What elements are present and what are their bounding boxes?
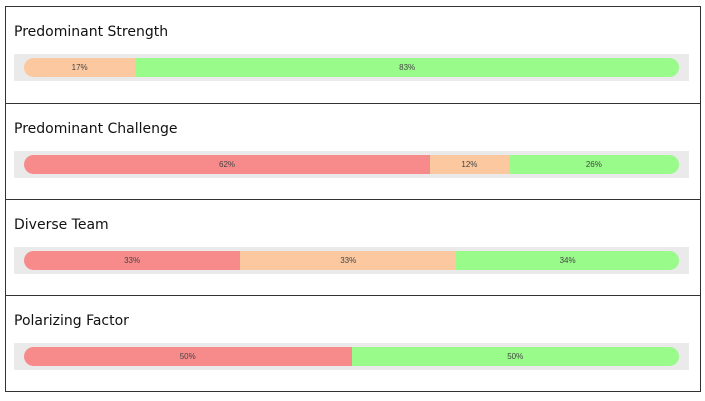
bar-segment: 34%	[456, 251, 679, 270]
bar-segment: 62%	[24, 155, 431, 174]
bar-segment: 50%	[24, 347, 352, 366]
stacked-bar: 62% 12% 26%	[24, 155, 679, 174]
segment-label: 12%	[461, 160, 478, 169]
bar-segment: 33%	[24, 251, 241, 270]
panel-title: Predominant Strength	[14, 24, 169, 40]
stacked-bar: 17% 83%	[24, 58, 679, 77]
panel: Diverse Team 33% 33% 34%	[6, 199, 700, 295]
panel-title: Polarizing Factor	[14, 313, 129, 329]
panel-list: Predominant Strength 17% 83% Predominant Ch…	[5, 6, 701, 392]
bar-segment: 33%	[240, 251, 457, 270]
bar-track: 62% 12% 26%	[14, 151, 689, 178]
panel: Polarizing Factor 50% 50%	[6, 295, 700, 391]
panel: Predominant Strength 17% 83%	[6, 7, 700, 103]
segment-label: 33%	[124, 256, 141, 265]
segment-label: 33%	[340, 256, 357, 265]
segment-label: 83%	[399, 63, 416, 72]
bar-track: 17% 83%	[14, 54, 689, 81]
bar-segment: 50%	[351, 347, 679, 366]
segment-label: 26%	[585, 160, 602, 169]
stacked-bar: 50% 50%	[24, 347, 679, 366]
panel-title: Diverse Team	[14, 217, 109, 233]
bar-track: 50% 50%	[14, 343, 689, 370]
stacked-bar: 33% 33% 34%	[24, 251, 679, 270]
bar-segment: 12%	[430, 155, 509, 174]
segment-label: 50%	[507, 352, 524, 361]
segment-label: 62%	[219, 160, 236, 169]
bar-segment: 26%	[508, 155, 679, 174]
panel-title: Predominant Challenge	[14, 121, 178, 137]
segment-label: 50%	[179, 352, 196, 361]
bar-segment: 83%	[135, 58, 679, 77]
segment-label: 17%	[71, 63, 88, 72]
bar-track: 33% 33% 34%	[14, 247, 689, 274]
segment-label: 34%	[559, 256, 576, 265]
panel: Predominant Challenge 62% 12% 26%	[6, 103, 700, 199]
bar-segment: 17%	[24, 58, 136, 77]
